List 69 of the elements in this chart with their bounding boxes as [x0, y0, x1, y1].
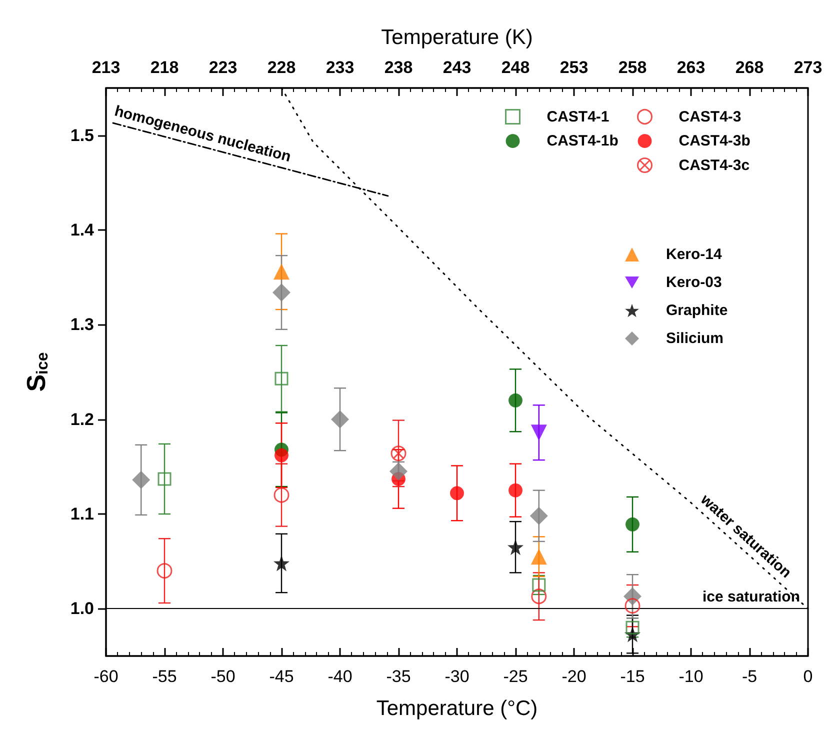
x2-tick-label: 213	[92, 58, 120, 77]
legend-label: CAST4-1	[546, 108, 610, 126]
x2-tick-label: 268	[735, 58, 764, 77]
x-tick-label: -5	[742, 667, 758, 686]
point	[390, 446, 406, 462]
y-tick-label: 1.5	[70, 126, 94, 145]
x-tick-label: -55	[152, 667, 177, 686]
y-tick-label: 1.3	[70, 315, 94, 334]
legend-label: Kero-03	[666, 274, 722, 291]
point	[274, 448, 288, 462]
ref-line-label: ice saturation	[702, 588, 800, 606]
point	[530, 548, 547, 565]
x2-tick-label: 273	[794, 58, 822, 77]
x-tick-label: -20	[562, 667, 586, 686]
x-tick-label: -30	[444, 667, 470, 686]
legend-label: CAST4-3	[678, 108, 742, 126]
point	[331, 410, 349, 428]
point	[274, 372, 288, 386]
point	[508, 483, 522, 498]
point	[530, 506, 548, 525]
legend-label: CAST4-1b	[546, 132, 618, 150]
point	[274, 264, 290, 280]
x2-tick-label: 233	[326, 58, 354, 77]
x-axis-title: Temperature (°C)	[376, 697, 538, 720]
x-tick-label: 0	[803, 667, 813, 686]
point	[450, 486, 464, 500]
x-tick-label: -35	[386, 667, 411, 686]
x2-axis-title: Temperature (K)	[381, 26, 533, 49]
point	[530, 424, 547, 441]
point	[624, 587, 642, 606]
x-tick-label: -60	[94, 667, 118, 686]
point	[274, 487, 290, 503]
x-tick-label: -10	[678, 667, 704, 686]
x2-tick-label: 263	[676, 58, 706, 77]
x2-tick-label: 223	[208, 58, 238, 77]
y-tick-label: 1.2	[70, 410, 94, 429]
legend-label: CAST4-3c	[678, 156, 750, 174]
x2-tick-label: 238	[384, 58, 413, 77]
point	[274, 555, 290, 572]
x2-tick-label: 258	[618, 58, 647, 77]
x2-tick-label: 248	[501, 58, 530, 77]
y-tick-label: 1.1	[70, 504, 94, 524]
point	[532, 578, 546, 592]
x-tick-label: -40	[328, 667, 352, 686]
y-axis-title: Sice	[21, 352, 52, 392]
x-tick-label: -50	[210, 667, 236, 686]
point	[158, 472, 172, 486]
x2-tick-label: 218	[150, 58, 179, 77]
point	[624, 598, 640, 614]
x2-tick-label: 228	[267, 58, 296, 77]
legend-label: Silicium	[666, 330, 724, 347]
point	[531, 588, 547, 604]
point	[626, 620, 640, 634]
point	[508, 393, 522, 408]
point	[508, 539, 524, 556]
point	[132, 470, 150, 489]
x2-tick-label: 243	[442, 58, 472, 77]
point	[156, 563, 172, 579]
legend-label: CAST4-3b	[678, 132, 750, 150]
point	[626, 517, 640, 532]
legend-label: Graphite	[666, 302, 728, 319]
x-tick-label: -25	[503, 667, 528, 686]
x-tick-label: -45	[269, 667, 294, 686]
x-tick-label: -15	[620, 667, 645, 686]
y-tick-label: 1.4	[70, 220, 95, 240]
point	[272, 283, 290, 302]
x2-tick-label: 253	[560, 58, 588, 77]
legend-label: Kero-14	[666, 246, 723, 263]
y-tick-label: 1.0	[70, 599, 94, 618]
